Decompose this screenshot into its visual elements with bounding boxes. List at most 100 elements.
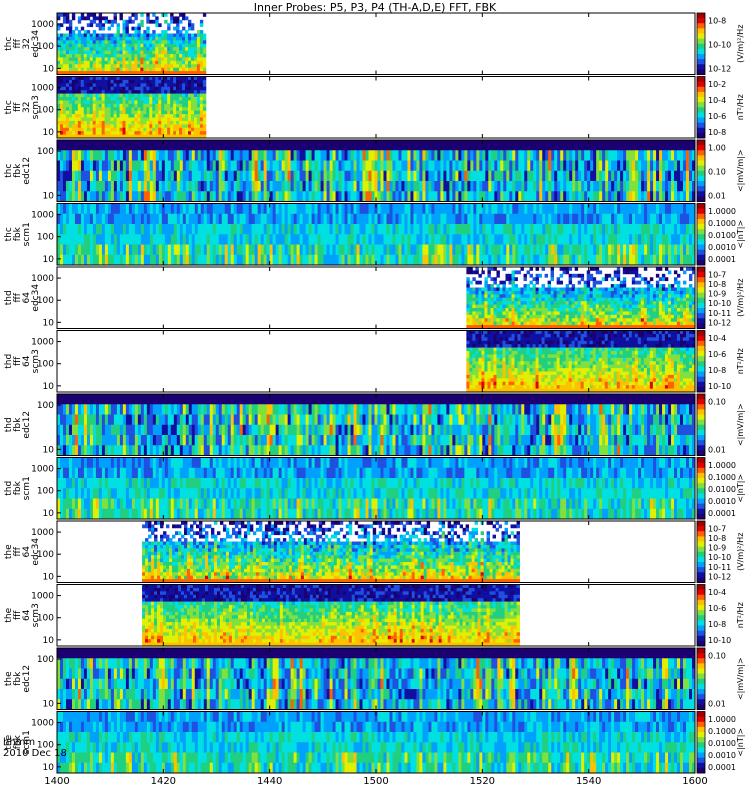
spectrogram-cell — [263, 181, 268, 192]
spectrogram-cell — [62, 79, 67, 84]
spectrogram-cell — [104, 181, 109, 192]
spectrogram-cell — [68, 64, 73, 69]
spectrogram-cell — [344, 170, 348, 182]
spectrogram-cell — [290, 244, 295, 256]
spectrogram-cell — [59, 71, 64, 75]
spectrogram-cell — [380, 181, 384, 192]
spectrogram-cell — [380, 150, 384, 161]
spectrogram-cell — [419, 150, 423, 161]
spectrogram-cell — [641, 181, 645, 192]
spectrogram-cell — [452, 213, 456, 225]
spectrogram-cell — [554, 160, 558, 172]
spectrogram-cell — [203, 254, 208, 266]
spectrogram-cell — [281, 234, 286, 245]
spectrogram-cell — [428, 170, 432, 182]
spectrogram-cell — [116, 93, 120, 98]
spectrogram-cell — [641, 234, 645, 245]
spectrogram-cell — [152, 134, 156, 139]
spectrogram-cell — [77, 54, 82, 58]
spectrogram-cell — [119, 103, 123, 108]
spectrogram-cell — [472, 325, 476, 329]
spectrogram-cell — [83, 50, 88, 55]
spectrogram-cell — [550, 318, 555, 323]
spectrogram-cell — [566, 213, 570, 225]
colorbar-tick-label: 0.1000 — [708, 219, 736, 228]
spectrogram-cell — [383, 170, 387, 182]
spectrogram-cell — [137, 203, 142, 215]
spectrogram-cell — [680, 150, 684, 161]
spectrogram-cell — [242, 244, 247, 256]
spectrogram-cell — [143, 83, 147, 88]
spectrogram-cell — [74, 103, 79, 108]
spectrogram-cell — [71, 234, 76, 245]
spectrogram-cell — [446, 191, 450, 202]
spectrogram-cell — [502, 287, 506, 292]
spectrogram-cell — [188, 134, 192, 139]
spectrogram-cell — [95, 170, 100, 182]
spectrogram-cell — [338, 224, 342, 235]
spectrogram-cell — [170, 33, 174, 38]
spectrogram-cell — [110, 234, 115, 245]
spectrogram-cell — [77, 71, 82, 75]
spectrogram-cell — [470, 150, 474, 161]
spectrogram-cell — [503, 244, 507, 256]
spectrogram-cell — [176, 117, 180, 122]
spectrogram-cell — [113, 97, 117, 101]
spectrogram-cell — [455, 234, 459, 245]
spectrogram-cell — [104, 60, 109, 65]
spectrogram-cell — [260, 244, 265, 256]
spectrogram-cell — [155, 140, 160, 151]
spectrogram-cell — [452, 160, 456, 172]
spectrogram-cell — [677, 150, 681, 161]
spectrogram-cell — [296, 234, 301, 245]
spectrogram-cell — [475, 280, 479, 285]
spectrogram-cell — [62, 54, 67, 58]
spectrogram-cell — [464, 191, 468, 202]
spectrogram-cell — [83, 124, 88, 129]
spectrogram-cell — [182, 127, 186, 132]
spectrogram-cell — [92, 120, 97, 125]
spectrogram-cell — [59, 124, 64, 129]
spectrogram-cell — [65, 103, 70, 108]
spectrogram-cell — [437, 140, 441, 151]
spectrogram-cell — [134, 203, 139, 215]
spectrogram-cell — [428, 140, 432, 151]
spectrogram-cell — [562, 321, 567, 326]
spectrogram-cell — [359, 244, 363, 256]
spectrogram-cell — [182, 224, 187, 235]
spectrogram-cell — [653, 181, 657, 192]
spectrogram-cell — [269, 234, 274, 245]
spectrogram-cell — [83, 140, 88, 151]
spectrogram-cell — [242, 150, 247, 161]
spectrogram-cell — [227, 254, 232, 266]
spectrogram-cell — [482, 181, 486, 192]
spectrogram-cell — [164, 191, 169, 202]
spectrogram-cell — [170, 86, 174, 91]
spectrogram-cell — [143, 60, 147, 65]
spectrogram-cell — [71, 47, 76, 51]
spectrogram-cell — [143, 47, 147, 51]
spectrogram-cell — [559, 273, 564, 278]
spectrogram-cell — [656, 254, 660, 266]
spectrogram-cell — [530, 203, 534, 215]
spectrogram-cell — [317, 224, 321, 235]
spectrogram-cell — [551, 150, 555, 161]
spectrogram-cell — [659, 170, 663, 182]
spectrogram-cell — [605, 224, 609, 235]
spectrogram-cell — [437, 213, 441, 225]
colorbar-segment — [697, 76, 705, 83]
spectrogram-cell — [497, 203, 501, 215]
spectrogram-cell — [407, 150, 411, 161]
spectrogram-cell — [203, 234, 208, 245]
spectrogram-cell — [101, 79, 106, 84]
spectrogram-cell — [404, 244, 408, 256]
spectrogram-cell — [199, 107, 204, 112]
spectrogram-cell — [80, 57, 85, 62]
spectrogram-cell — [137, 50, 141, 55]
spectrogram-cell — [299, 181, 304, 192]
spectrogram-cell — [641, 140, 645, 151]
spectrogram-cell — [116, 124, 120, 129]
spectrogram-cell — [380, 213, 384, 225]
spectrogram-cell — [632, 254, 636, 266]
spectrogram-cell — [413, 170, 417, 182]
